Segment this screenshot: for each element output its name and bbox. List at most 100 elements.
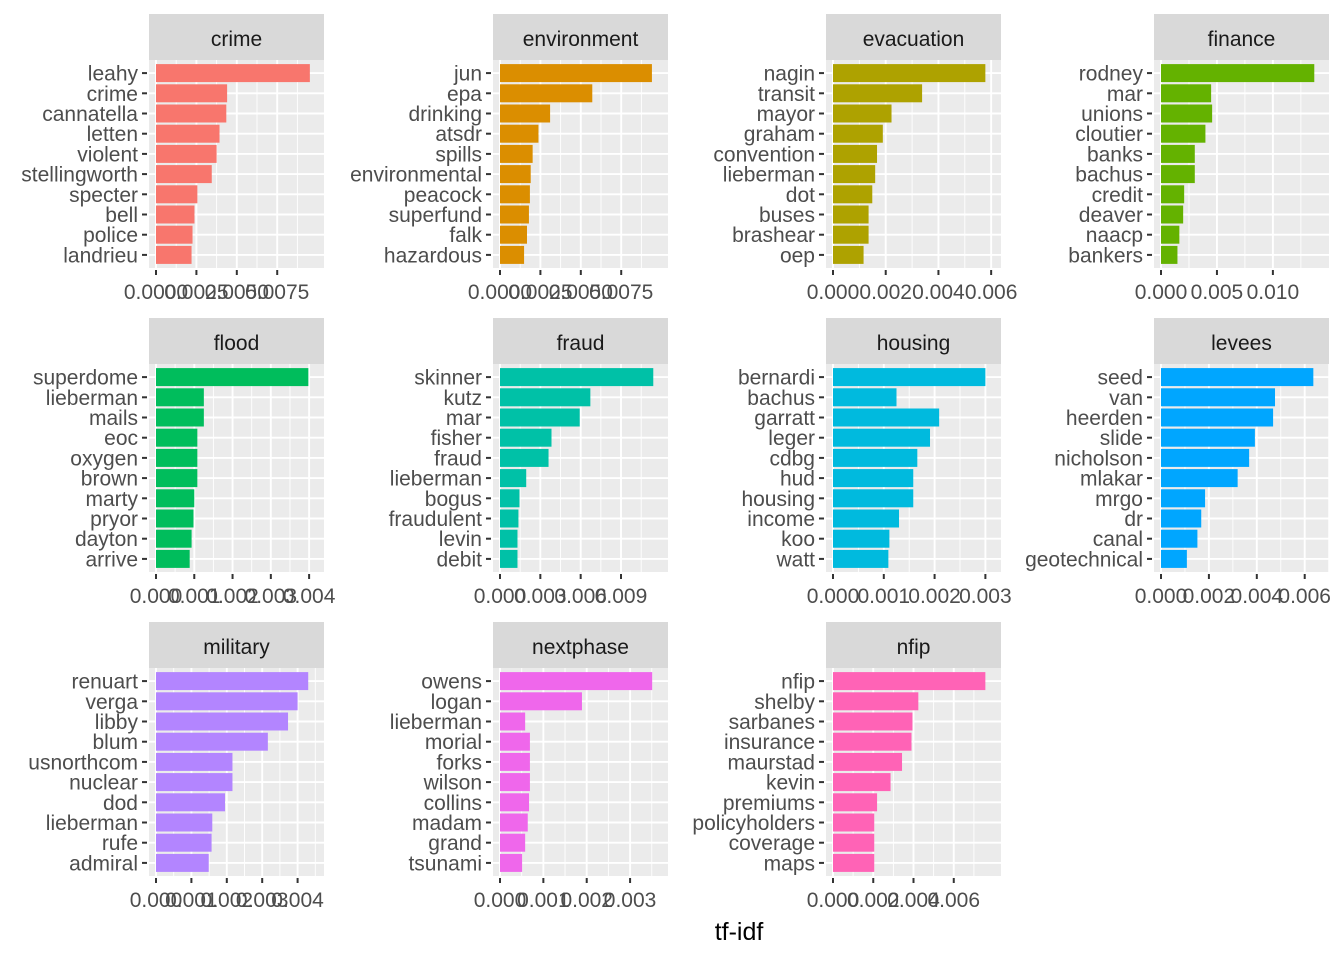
facet-panel-military: military renuartvergalibbyblumusnorthcomn… (28, 622, 324, 912)
bar-finance-cloutier (1161, 124, 1206, 143)
bar-evacuation-mayor (833, 104, 892, 123)
y-tick-label: dr (1124, 508, 1143, 531)
y-tick-label: rodney (1079, 63, 1144, 86)
bar-finance-deaver (1161, 205, 1184, 224)
x-tick-label: 0.003 (236, 889, 289, 912)
y-tick-label: lieberman (390, 711, 482, 734)
y-tick-label: heerden (1066, 407, 1143, 430)
y-tick-label: transit (758, 83, 815, 106)
bar-military-libby (156, 712, 289, 731)
x-tick-label: 0.000 (807, 281, 860, 304)
bar-fraud-skinner (500, 368, 654, 387)
facet-strip (149, 318, 324, 364)
bar-crime-landrieu (156, 245, 192, 264)
x-tick-label: 0.000 (474, 585, 527, 608)
bar-levees-canal (1161, 529, 1198, 548)
y-tick-label: mrgo (1095, 488, 1143, 511)
bar-finance-naacp (1161, 225, 1180, 244)
y-tick-label: landrieu (63, 244, 138, 267)
x-tick-label: 0.004 (887, 889, 940, 912)
bar-crime-letten (156, 124, 220, 143)
y-tick-label: specter (69, 184, 138, 207)
y-tick-label: credit (1092, 184, 1144, 207)
bar-nextphase-owens (500, 672, 653, 691)
y-tick-label: nuclear (69, 772, 138, 795)
bar-nextphase-forks (500, 752, 530, 771)
x-axis-title: tf-idf (715, 918, 764, 946)
bar-finance-rodney (1161, 64, 1315, 83)
bar-evacuation-nagin (833, 64, 986, 83)
y-tick-label: letten (87, 123, 138, 146)
bar-finance-banks (1161, 144, 1195, 163)
bar-fraud-fisher (500, 428, 552, 447)
y-tick-label: jun (453, 63, 482, 86)
y-tick-label: income (747, 508, 815, 531)
bar-crime-stellingworth (156, 165, 212, 184)
y-tick-label: leger (768, 427, 815, 450)
x-tick-label: 0.001 (165, 889, 218, 912)
y-tick-label: atsdr (435, 123, 482, 146)
y-tick-label: cdbg (769, 447, 815, 470)
facet-strip (826, 622, 1001, 668)
bar-flood-eoc (156, 428, 198, 447)
y-tick-label: forks (436, 751, 482, 774)
y-tick-label: fisher (431, 427, 482, 450)
y-tick-label: fraudulent (389, 508, 483, 531)
bar-nfip-maurstad (833, 752, 903, 771)
x-tick-label: 0.010 (1247, 281, 1300, 304)
facet-strip (826, 318, 1001, 364)
y-tick-label: peacock (404, 184, 483, 207)
y-tick-label: lieberman (390, 468, 482, 491)
y-tick-label: debit (436, 548, 482, 571)
y-tick-label: sarbanes (729, 711, 815, 734)
y-tick-label: usnorthcom (28, 751, 138, 774)
facet-strip-label: housing (877, 332, 951, 355)
bar-levees-geotechnical (1161, 549, 1187, 568)
bar-nfip-sarbanes (833, 712, 913, 731)
bar-nfip-insurance (833, 732, 912, 751)
bar-finance-bankers (1161, 245, 1178, 264)
x-tick-label: 0.000 (130, 889, 183, 912)
bar-environment-environmental (500, 165, 531, 184)
bar-flood-oxygen (156, 448, 198, 467)
bar-environment-jun (500, 64, 652, 83)
y-tick-label: eoc (104, 427, 138, 450)
bar-crime-bell (156, 205, 195, 224)
y-tick-label: graham (744, 123, 815, 146)
facet-strip (826, 14, 1001, 60)
bar-flood-marty (156, 489, 195, 508)
bar-military-verga (156, 692, 298, 711)
x-tick-label: 0.002 (560, 889, 613, 912)
y-tick-label: unions (1081, 103, 1143, 126)
x-tick-label: 0.002 (847, 889, 900, 912)
bar-evacuation-buses (833, 205, 869, 224)
y-tick-label: crime (87, 83, 138, 106)
y-tick-label: levin (439, 528, 482, 551)
bar-finance-bachus (1161, 165, 1195, 184)
bar-fraud-mar (500, 408, 580, 427)
y-tick-label: collins (424, 792, 482, 815)
bar-nfip-nfip (833, 672, 986, 691)
y-tick-label: leahy (88, 63, 139, 86)
facet-strip-label: crime (211, 28, 262, 51)
bar-housing-watt (833, 549, 889, 568)
x-tick-label: 0.006 (1278, 585, 1331, 608)
y-tick-label: mar (446, 407, 482, 430)
y-tick-label: nfip (781, 671, 815, 694)
x-tick-label: 0.000 (1135, 585, 1188, 608)
y-tick-label: geotechnical (1025, 548, 1143, 571)
y-tick-label: watt (775, 548, 815, 571)
y-tick-label: naacp (1086, 224, 1143, 247)
y-tick-label: brashear (732, 224, 815, 247)
bar-military-admiral (156, 853, 209, 872)
bar-fraud-fraud (500, 448, 549, 467)
bar-crime-violent (156, 144, 217, 163)
y-tick-label: stellingworth (21, 164, 138, 187)
y-tick-label: cannatella (42, 103, 138, 126)
bar-fraud-kutz (500, 388, 591, 407)
y-tick-label: superdome (33, 367, 138, 390)
y-tick-label: spills (435, 143, 482, 166)
facet-strip (1154, 14, 1329, 60)
bar-military-blum (156, 732, 268, 751)
